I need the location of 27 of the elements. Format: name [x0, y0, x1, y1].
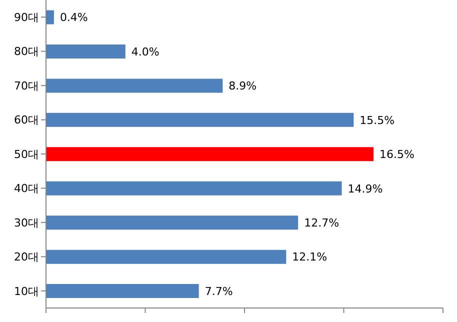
bar: [46, 112, 354, 127]
y-tick-label: 70대: [14, 79, 39, 92]
y-tick-label: 10대: [14, 284, 39, 298]
data-label: 8.9%: [228, 80, 257, 93]
bar: [46, 78, 223, 93]
bar: [46, 10, 54, 24]
y-tick-label: 90대: [14, 11, 39, 24]
y-tick-label: 40대: [14, 182, 39, 196]
data-label: 12.7%: [304, 216, 340, 230]
bar: [46, 147, 374, 162]
bar: [46, 44, 126, 58]
y-tick-label: 30대: [14, 216, 39, 230]
y-tick-label: 50대: [14, 148, 39, 161]
data-label: 0.4%: [60, 11, 88, 24]
data-label: 15.5%: [360, 114, 395, 127]
bar: [46, 216, 298, 230]
bar: [46, 250, 286, 264]
y-tick-label: 20대: [14, 250, 39, 264]
bar: [46, 284, 199, 298]
data-label: 16.5%: [380, 148, 414, 162]
data-label: 7.7%: [204, 284, 233, 298]
data-label: 4.0%: [131, 45, 160, 58]
bar: [46, 181, 342, 196]
data-label: 14.9%: [348, 182, 383, 196]
y-tick-label: 80대: [14, 45, 39, 58]
data-label: 12.1%: [292, 250, 328, 264]
y-tick-label: 60대: [14, 114, 39, 127]
